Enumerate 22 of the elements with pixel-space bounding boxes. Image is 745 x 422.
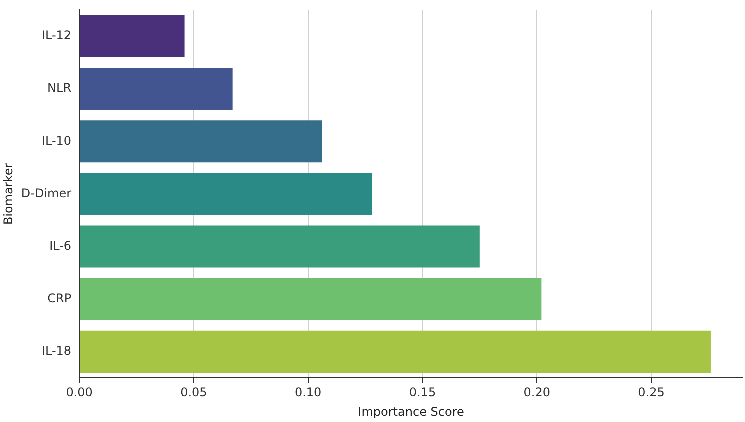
bar	[80, 120, 322, 163]
bar	[80, 330, 711, 373]
y-axis-title: Biomarker	[1, 163, 16, 226]
y-tick-label: CRP	[48, 291, 72, 306]
x-tick-label: 0.25	[638, 386, 665, 400]
y-tick-label: IL-12	[42, 28, 72, 43]
x-tick-label: 0.00	[66, 386, 93, 400]
bar	[80, 15, 185, 58]
x-tick-label: 0.20	[524, 386, 550, 400]
x-tick-label: 0.15	[409, 386, 436, 400]
x-tick-label: 0.05	[180, 386, 208, 400]
y-tick-label: NLR	[48, 81, 72, 96]
bar	[80, 278, 542, 320]
y-tick-label: IL-6	[50, 238, 72, 253]
x-tick-label: 0.10	[294, 386, 322, 400]
x-axis-title: Importance Score	[358, 404, 464, 419]
bar	[80, 68, 233, 110]
bar	[80, 226, 480, 268]
y-tick-label: IL-10	[42, 134, 72, 148]
y-tick-label: IL-18	[42, 344, 72, 358]
y-tick-label: D-Dimer	[21, 186, 72, 200]
bar	[80, 173, 372, 216]
